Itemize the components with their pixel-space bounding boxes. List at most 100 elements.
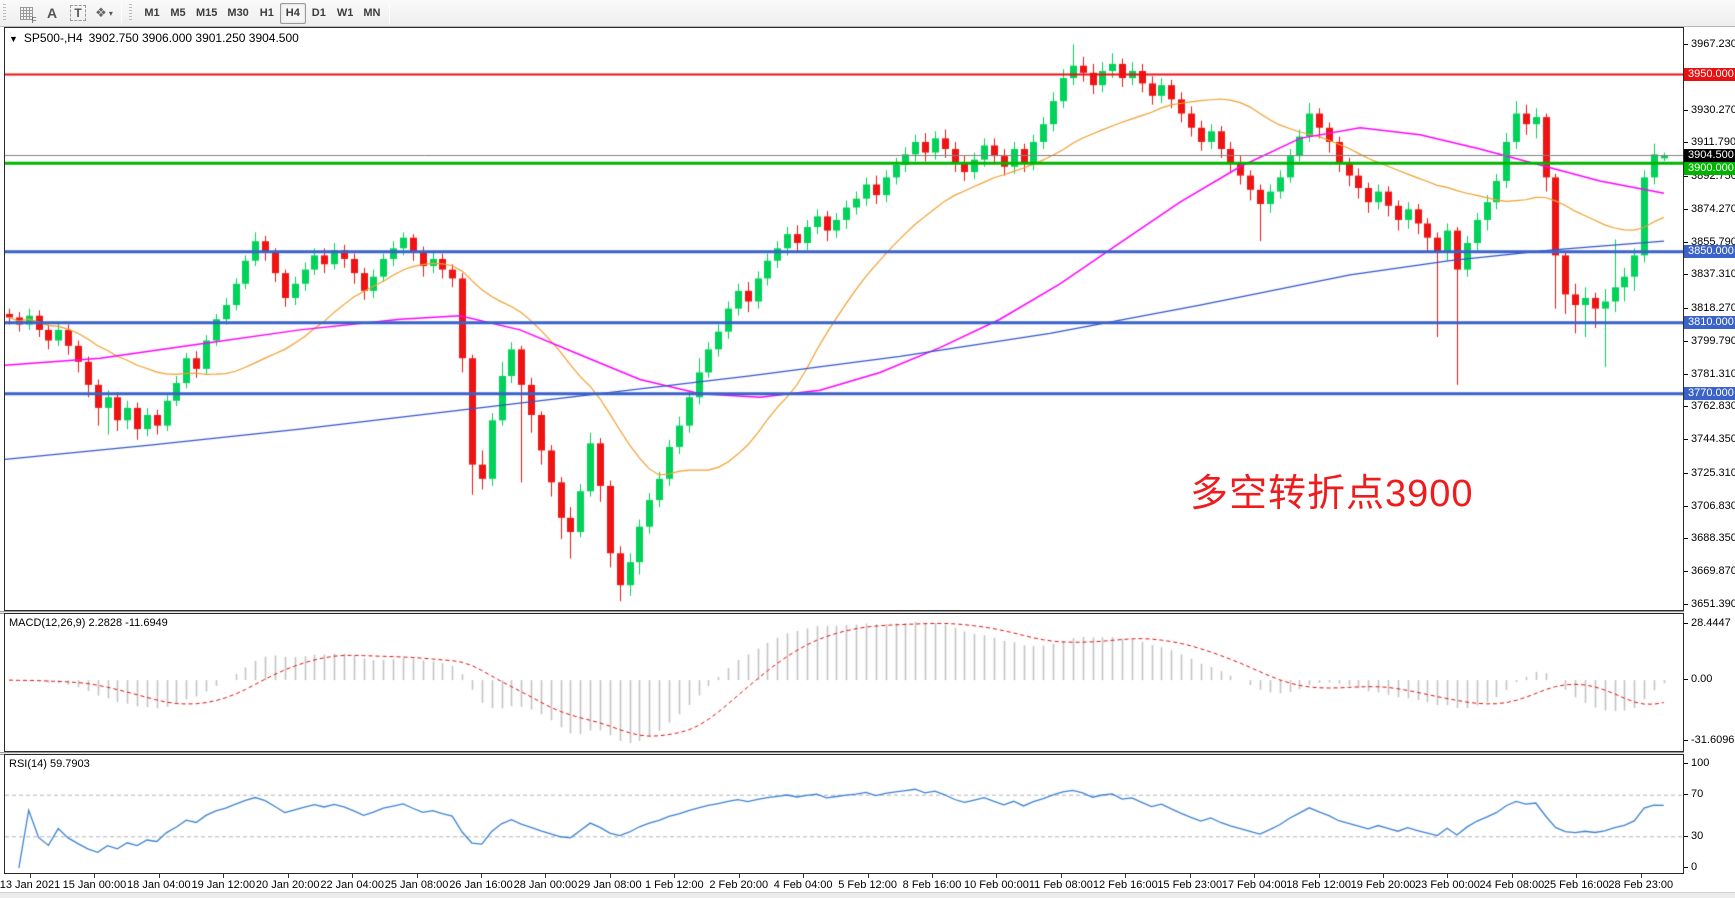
rsi-axis-70: 70 bbox=[1691, 788, 1704, 801]
price-tick-label: 3855.790 bbox=[1691, 235, 1735, 248]
time-label: 8 Feb 16:00 bbox=[902, 879, 962, 891]
time-tick-mark bbox=[30, 874, 31, 878]
time-label: 11 Feb 08:00 bbox=[1028, 879, 1093, 891]
price-tick-mark bbox=[1684, 571, 1688, 573]
time-label: 12 Feb 16:00 bbox=[1092, 879, 1158, 891]
price-badge-3850.000: 3850.000 bbox=[1684, 245, 1735, 259]
time-label: 28 Feb 23:00 bbox=[1608, 879, 1674, 891]
price-tick-mark bbox=[1684, 241, 1688, 243]
rsi-axis-0: 0 bbox=[1691, 861, 1698, 873]
cursor-a-button[interactable]: A bbox=[40, 2, 64, 24]
time-tick-mark bbox=[545, 874, 547, 878]
time-label: 26 Jan 16:00 bbox=[449, 879, 513, 891]
timeframe-button-M1[interactable]: M1 bbox=[144, 7, 160, 19]
time-tick-mark bbox=[352, 874, 354, 878]
timeframe-button-H1[interactable]: H1 bbox=[259, 7, 274, 19]
price-tick-label: 3651.390 bbox=[1691, 598, 1735, 611]
price-tick-mark bbox=[1684, 538, 1688, 540]
text-label-button[interactable]: T bbox=[66, 2, 90, 24]
macd-axis-bottom-tick bbox=[1684, 740, 1688, 741]
price-tick-mark bbox=[1684, 439, 1688, 441]
rsi-axis-70-tick bbox=[1684, 794, 1688, 796]
ohlc-values: 3902.750 3906.000 3901.250 3904.500 bbox=[88, 31, 299, 45]
bottom-strip bbox=[0, 892, 1735, 898]
time-tick-mark bbox=[223, 874, 225, 878]
time-tick-mark bbox=[803, 874, 805, 878]
time-tick-mark bbox=[738, 874, 740, 878]
chart-title[interactable]: ▼ SP500-,H4 3902.750 3906.000 3901.250 390… bbox=[9, 31, 299, 45]
grid-icon: F bbox=[19, 6, 37, 25]
letter-a-icon: A bbox=[46, 5, 58, 21]
time-tick-mark bbox=[867, 874, 869, 878]
toolbar: F A T ❖ ▾ M1 M5 M15 M30 H1 H4 D1 W1 MN bbox=[0, 0, 1735, 27]
timeframe-button-M5[interactable]: M5 bbox=[170, 7, 186, 19]
price-tick-label: 3762.830 bbox=[1691, 400, 1735, 413]
timeframe-button-D1[interactable]: D1 bbox=[311, 7, 326, 19]
time-label: 17 Feb 04:00 bbox=[1221, 879, 1287, 891]
symbol-label: SP500-,H4 bbox=[23, 31, 83, 45]
time-label: 19 Jan 12:00 bbox=[191, 879, 256, 891]
macd-axis-top-tick bbox=[1684, 623, 1688, 624]
price-chart-canvas[interactable] bbox=[5, 28, 1683, 610]
macd-axis-top: 28.4447 bbox=[1691, 617, 1731, 629]
price-tick-label: 3911.790 bbox=[1691, 136, 1735, 149]
time-label: 15 Jan 00:00 bbox=[62, 879, 127, 891]
rsi-canvas[interactable] bbox=[5, 755, 1683, 873]
time-label: 25 Jan 08:00 bbox=[384, 879, 449, 891]
time-label: 22 Jan 04:00 bbox=[320, 879, 384, 891]
price-tick-label: 3874.270 bbox=[1691, 202, 1735, 215]
macd-canvas[interactable] bbox=[5, 614, 1683, 751]
timeframe-button-MN[interactable]: MN bbox=[363, 7, 381, 19]
symbol-dropdown-icon[interactable]: ▼ bbox=[9, 34, 18, 44]
time-tick-mark bbox=[1060, 874, 1062, 878]
timeframe-button-H4[interactable]: H4 bbox=[279, 2, 306, 24]
time-label: 10 Feb 00:00 bbox=[964, 879, 1029, 891]
draw-objects-button[interactable]: ❖ ▾ bbox=[92, 2, 116, 24]
time-label: 25 Feb 16:00 bbox=[1543, 879, 1609, 891]
price-badge-3810.000: 3810.000 bbox=[1684, 316, 1735, 330]
macd-panel bbox=[4, 613, 1684, 752]
price-tick-mark bbox=[1684, 208, 1688, 210]
time-tick-mark bbox=[674, 874, 676, 878]
price-tick-mark bbox=[1684, 604, 1688, 606]
time-label: 29 Jan 08:00 bbox=[578, 879, 642, 891]
time-tick-mark bbox=[94, 874, 96, 878]
price-tick-label: 3725.310 bbox=[1691, 466, 1735, 479]
timeframe-button-W1[interactable]: W1 bbox=[336, 7, 354, 19]
price-badge-3904.500: 3904.500 bbox=[1684, 148, 1735, 162]
toolbar-grip[interactable] bbox=[3, 4, 10, 22]
price-tick-mark bbox=[1684, 505, 1688, 507]
price-tick-mark bbox=[1684, 109, 1688, 111]
price-tick-mark bbox=[1684, 176, 1688, 178]
time-tick-mark bbox=[1576, 874, 1578, 878]
time-label: 5 Feb 12:00 bbox=[838, 879, 897, 891]
time-tick-mark bbox=[932, 874, 934, 878]
time-tick-mark bbox=[1383, 874, 1385, 878]
time-tick-mark bbox=[1447, 874, 1449, 878]
price-tick-mark bbox=[1684, 340, 1688, 342]
price-chart-panel bbox=[4, 27, 1684, 611]
price-tick-label: 3818.270 bbox=[1691, 302, 1735, 315]
timeframe-toolbar: M1 M5 M15 M30 H1 H4 D1 W1 MN bbox=[139, 2, 385, 24]
time-label: 13 Jan 2021 bbox=[0, 879, 61, 891]
time-label: 1 Feb 12:00 bbox=[644, 879, 704, 891]
time-tick-mark bbox=[1189, 874, 1191, 878]
rsi-axis-100: 100 bbox=[1691, 757, 1710, 769]
price-tick-mark bbox=[1684, 274, 1688, 276]
rsi-axis-0-tick bbox=[1684, 867, 1688, 868]
grid-template-icon[interactable]: F bbox=[14, 2, 38, 25]
chart-annotation-text[interactable]: 多空转折点3900 bbox=[1190, 473, 1474, 515]
text-t-icon: T bbox=[70, 5, 86, 21]
timeframe-button-M30[interactable]: M30 bbox=[227, 7, 249, 19]
price-tick-mark bbox=[1684, 373, 1688, 375]
timeframe-grip[interactable] bbox=[129, 4, 136, 22]
timeframe-button-M15[interactable]: M15 bbox=[196, 7, 218, 19]
time-tick-mark bbox=[416, 874, 418, 878]
price-tick-label: 3706.830 bbox=[1691, 499, 1735, 512]
time-label: 23 Feb 00:00 bbox=[1415, 879, 1480, 891]
macd-axis-bottom: -31.6096 bbox=[1691, 734, 1735, 746]
time-tick-mark bbox=[1511, 874, 1513, 878]
price-tick-label: 3688.350 bbox=[1691, 532, 1735, 545]
time-tick-mark bbox=[1318, 874, 1320, 878]
